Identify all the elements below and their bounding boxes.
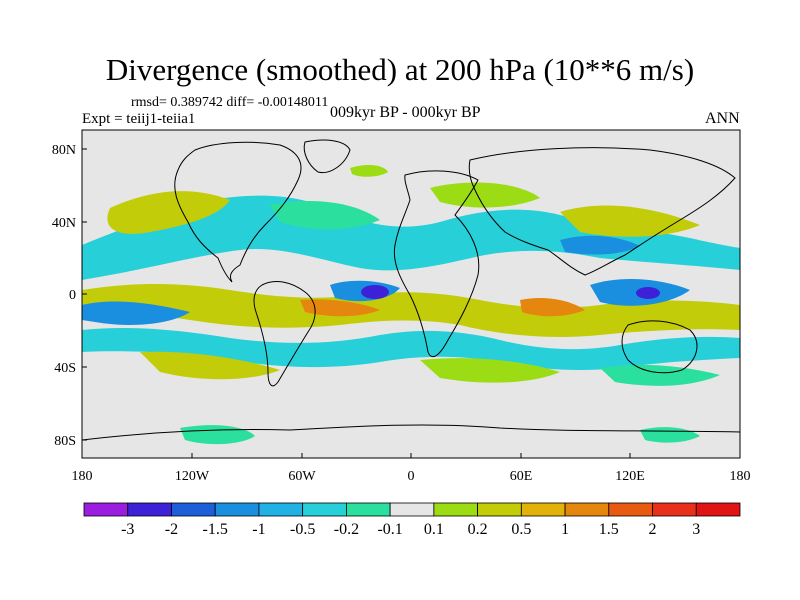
field-region bbox=[82, 327, 740, 370]
colorbar-label: -0.5 bbox=[290, 521, 315, 538]
lat-tick-label: 40N bbox=[52, 216, 76, 231]
lat-tick-label: 40S bbox=[54, 361, 76, 376]
colorbar-label: 3 bbox=[692, 521, 700, 538]
period-label: 009kyr BP - 000kyr BP bbox=[330, 104, 481, 121]
lat-tick-label: 80N bbox=[52, 143, 76, 158]
north-america-outline bbox=[174, 141, 302, 283]
colorbar-label: 1 bbox=[561, 521, 569, 538]
colorbar-boxes bbox=[83, 502, 741, 517]
field-region bbox=[300, 299, 380, 317]
field-region bbox=[430, 182, 540, 208]
colorbar-box bbox=[652, 502, 697, 517]
field-region bbox=[361, 285, 389, 299]
field-region bbox=[140, 351, 280, 380]
antarctica-outline bbox=[82, 424, 740, 441]
colorbar-box bbox=[608, 502, 653, 517]
map-title: Divergence (smoothed) at 200 hPa (10**6 … bbox=[105, 52, 695, 87]
colorbar-label: -2 bbox=[165, 521, 178, 538]
colorbar-box bbox=[389, 502, 435, 517]
stats-text: rmsd= 0.389742 diff= -0.00148011 bbox=[131, 95, 329, 110]
colorbar-box bbox=[345, 502, 391, 517]
experiment-label: Expt = teiij1-teiia1 bbox=[82, 111, 196, 127]
colorbar-label: -1.5 bbox=[203, 521, 228, 538]
field-region bbox=[600, 364, 720, 386]
lat-axis: 80N 40N 0 40S 80S bbox=[52, 143, 87, 449]
field-region bbox=[350, 165, 388, 177]
colorbar-label: -1 bbox=[252, 521, 265, 538]
colorbar-label: -3 bbox=[121, 521, 134, 538]
colorbar-label: 2 bbox=[649, 521, 657, 538]
colorbar-label: 0.1 bbox=[424, 521, 444, 538]
field-region bbox=[270, 200, 380, 230]
south-america-outline bbox=[253, 281, 316, 387]
colorbar-label: 1.5 bbox=[599, 521, 619, 538]
field-region bbox=[636, 287, 660, 299]
field-region bbox=[420, 358, 560, 383]
season-label: ANN bbox=[705, 110, 740, 127]
colorbar-label: 0.2 bbox=[468, 521, 488, 538]
map-panel bbox=[81, 129, 741, 459]
field-region bbox=[107, 191, 230, 234]
colorbar-label: 0.5 bbox=[511, 521, 531, 538]
lon-tick-label: 180 bbox=[730, 469, 751, 484]
lat-tick-label: 0 bbox=[69, 288, 76, 303]
colorbar-box bbox=[171, 502, 216, 517]
asia-outline bbox=[468, 147, 736, 276]
divergence-field bbox=[82, 165, 740, 445]
colorbar-box bbox=[83, 502, 129, 517]
colorbar: -3 -2 -1.5 -1 -0.5 -0.2 -0.1 0.1 0.2 0.5 1 1.5 2 3 bbox=[83, 502, 741, 538]
europe-africa-outline bbox=[393, 170, 480, 358]
colorbar-box bbox=[695, 502, 741, 517]
colorbar-box bbox=[564, 502, 610, 517]
field-region bbox=[520, 298, 585, 317]
lon-tick-label: 180 bbox=[72, 469, 93, 484]
lon-tick-label: 120W bbox=[175, 469, 210, 484]
lon-tick-label: 60E bbox=[510, 469, 533, 484]
colorbar-box bbox=[433, 502, 478, 517]
australia-outline bbox=[621, 320, 698, 374]
colorbar-label: -0.2 bbox=[334, 521, 359, 538]
colorbar-box bbox=[214, 502, 260, 517]
lon-tick-label: 120E bbox=[615, 469, 645, 484]
field-region bbox=[560, 235, 640, 255]
colorbar-labels: -3 -2 -1.5 -1 -0.5 -0.2 -0.1 0.1 0.2 0.5 1 1.5 2 3 bbox=[121, 521, 700, 538]
colorbar-box bbox=[127, 502, 172, 517]
colorbar-box bbox=[520, 502, 566, 517]
greenland-outline bbox=[303, 139, 351, 174]
coastlines bbox=[82, 139, 740, 441]
field-region bbox=[82, 301, 190, 325]
field-region bbox=[82, 195, 740, 280]
lon-tick-label: 0 bbox=[408, 469, 415, 484]
lon-axis: 180 120W 60W 0 60E 120E 180 bbox=[72, 453, 751, 484]
colorbar-box bbox=[258, 502, 304, 517]
field-region bbox=[82, 284, 740, 337]
lat-tick-label: 80S bbox=[54, 434, 76, 449]
colorbar-box bbox=[477, 502, 522, 517]
lon-tick-label: 60W bbox=[288, 469, 316, 484]
colorbar-box bbox=[302, 502, 347, 517]
colorbar-label: -0.1 bbox=[377, 521, 402, 538]
